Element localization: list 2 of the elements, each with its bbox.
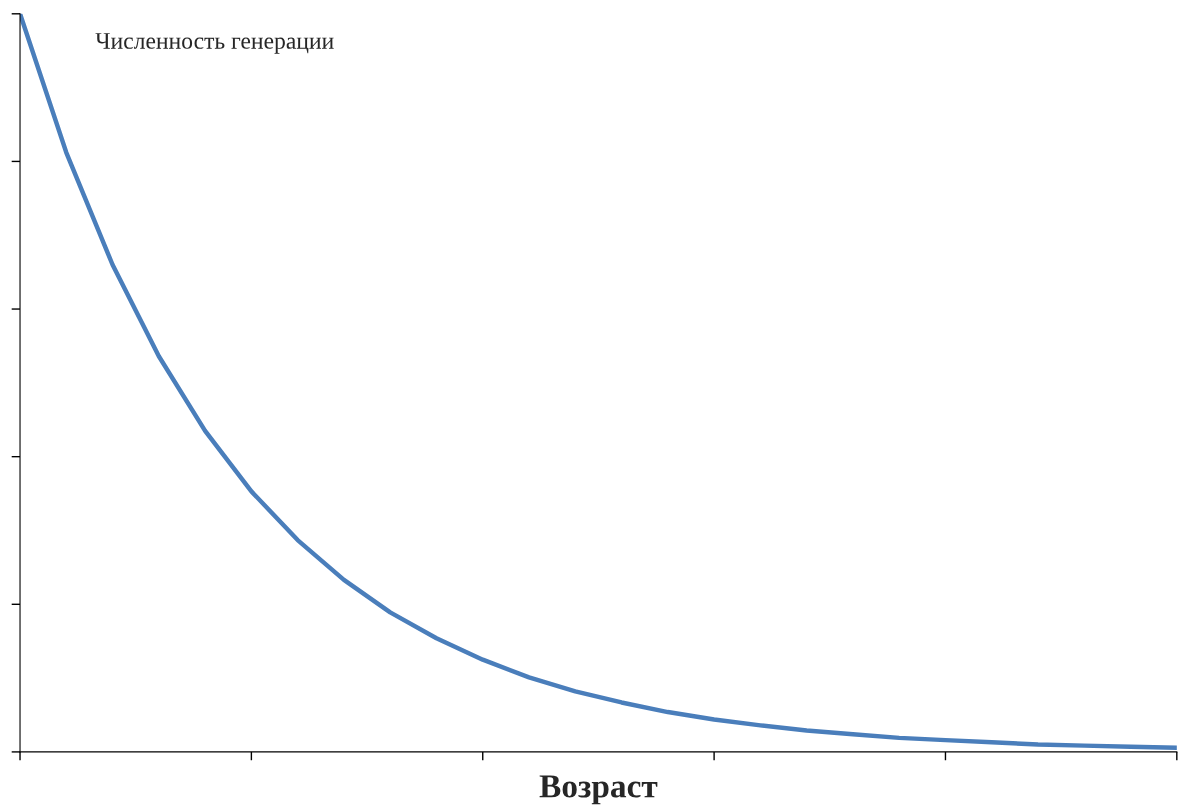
y-axis-title: Численность генерации — [95, 33, 334, 54]
x-axis-title: Возраст — [539, 775, 658, 805]
